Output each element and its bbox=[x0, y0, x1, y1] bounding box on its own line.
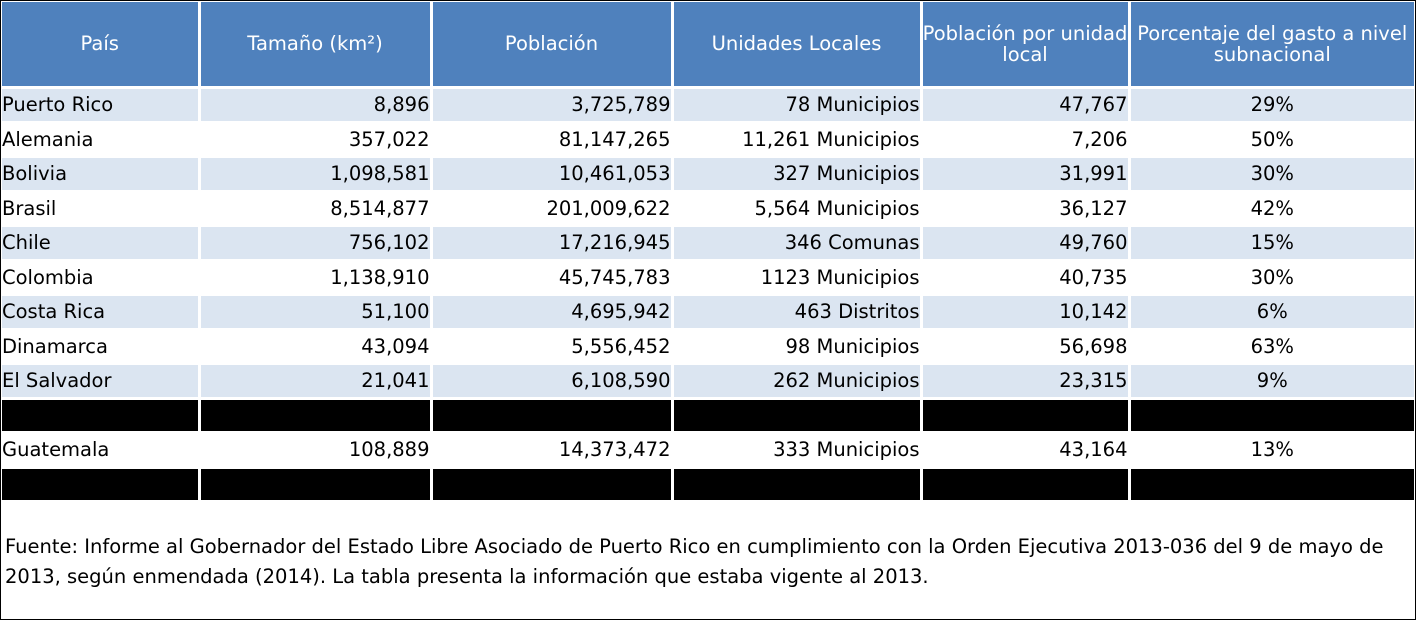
table-row: El Salvador 21,041 6,108,590 262 Municip… bbox=[2, 363, 1414, 400]
table-row: Colombia 1,138,910 45,745,783 1123 Munic… bbox=[2, 260, 1414, 296]
cell-local-units: 262 Municipios bbox=[670, 363, 921, 400]
cell-spending-percent: 63% bbox=[1127, 329, 1414, 365]
cell-population-per-unit: 56,698 bbox=[919, 329, 1129, 365]
cell-spending-percent: 9% bbox=[1127, 363, 1414, 400]
cell-local-units: 78 Municipios bbox=[670, 87, 921, 124]
cell-country: Brasil bbox=[2, 191, 199, 227]
cell-population: 3,725,789 bbox=[429, 87, 672, 124]
blacked-out-cell bbox=[429, 467, 672, 503]
cell-population: 14,373,472 bbox=[429, 432, 672, 469]
cell-population-per-unit: 7,206 bbox=[919, 122, 1129, 158]
cell-population-per-unit: 40,735 bbox=[919, 260, 1129, 296]
cell-spending-percent: 13% bbox=[1127, 432, 1414, 469]
cell-population: 4,695,942 bbox=[429, 294, 672, 331]
blacked-out-cell bbox=[429, 398, 672, 434]
cell-country: Bolivia bbox=[2, 156, 199, 193]
cell-local-units: 5,564 Municipios bbox=[670, 191, 921, 227]
cell-country: Chile bbox=[2, 225, 199, 262]
blacked-out-cell bbox=[919, 398, 1129, 434]
blacked-out-row bbox=[2, 467, 1414, 503]
column-header-size: Tamaño (km²) bbox=[197, 2, 431, 89]
cell-local-units: 1123 Municipios bbox=[670, 260, 921, 296]
cell-population-per-unit: 43,164 bbox=[919, 432, 1129, 469]
cell-local-units: 327 Municipios bbox=[670, 156, 921, 193]
cell-spending-percent: 42% bbox=[1127, 191, 1414, 227]
cell-spending-percent: 15% bbox=[1127, 225, 1414, 262]
cell-spending-percent: 29% bbox=[1127, 87, 1414, 124]
cell-population-per-unit: 47,767 bbox=[919, 87, 1129, 124]
blacked-out-cell bbox=[2, 467, 199, 503]
cell-population: 10,461,053 bbox=[429, 156, 672, 193]
table-row: Bolivia 1,098,581 10,461,053 327 Municip… bbox=[2, 156, 1414, 193]
source-note: Fuente: Informe al Gobernador del Estado… bbox=[5, 535, 1384, 588]
blacked-out-cell bbox=[1127, 467, 1414, 503]
cell-size: 43,094 bbox=[197, 329, 431, 365]
table-row: Costa Rica 51,100 4,695,942 463 Distrito… bbox=[2, 294, 1414, 331]
cell-local-units: 463 Distritos bbox=[670, 294, 921, 331]
cell-local-units: 346 Comunas bbox=[670, 225, 921, 262]
blacked-out-cell bbox=[919, 467, 1129, 503]
column-header-population: Población bbox=[429, 2, 672, 89]
blacked-out-row bbox=[2, 398, 1414, 434]
cell-population: 6,108,590 bbox=[429, 363, 672, 400]
data-table: País Tamaño (km²) Población Unidades Loc… bbox=[2, 2, 1414, 503]
blacked-out-cell bbox=[670, 398, 921, 434]
cell-country: Guatemala bbox=[2, 432, 199, 469]
blacked-out-cell bbox=[670, 467, 921, 503]
cell-country: Dinamarca bbox=[2, 329, 199, 365]
cell-size: 1,098,581 bbox=[197, 156, 431, 193]
blacked-out-cell bbox=[1127, 398, 1414, 434]
table-row: Puerto Rico 8,896 3,725,789 78 Municipio… bbox=[2, 87, 1414, 124]
column-header-local-units: Unidades Locales bbox=[670, 2, 921, 89]
cell-country: Alemania bbox=[2, 122, 199, 158]
cell-country: Costa Rica bbox=[2, 294, 199, 331]
cell-size: 8,514,877 bbox=[197, 191, 431, 227]
table-row: Brasil 8,514,877 201,009,622 5,564 Munic… bbox=[2, 191, 1414, 227]
cell-country: Colombia bbox=[2, 260, 199, 296]
table-row: Chile 756,102 17,216,945 346 Comunas 49,… bbox=[2, 225, 1414, 262]
cell-size: 357,022 bbox=[197, 122, 431, 158]
cell-spending-percent: 30% bbox=[1127, 260, 1414, 296]
cell-population: 201,009,622 bbox=[429, 191, 672, 227]
table-row: Alemania 357,022 81,147,265 11,261 Munic… bbox=[2, 122, 1414, 158]
cell-population: 81,147,265 bbox=[429, 122, 672, 158]
table-row: Dinamarca 43,094 5,556,452 98 Municipios… bbox=[2, 329, 1414, 365]
cell-local-units: 98 Municipios bbox=[670, 329, 921, 365]
column-header-subnational-spending: Porcentaje del gasto a nivel subnacional bbox=[1127, 2, 1414, 89]
blacked-out-cell bbox=[197, 467, 431, 503]
blacked-out-cell bbox=[2, 398, 199, 434]
cell-size: 21,041 bbox=[197, 363, 431, 400]
cell-size: 1,138,910 bbox=[197, 260, 431, 296]
table-header-row: País Tamaño (km²) Población Unidades Loc… bbox=[2, 2, 1414, 89]
cell-population-per-unit: 31,991 bbox=[919, 156, 1129, 193]
cell-size: 8,896 bbox=[197, 87, 431, 124]
cell-size: 51,100 bbox=[197, 294, 431, 331]
blacked-out-cell bbox=[197, 398, 431, 434]
cell-size: 756,102 bbox=[197, 225, 431, 262]
cell-spending-percent: 6% bbox=[1127, 294, 1414, 331]
cell-country: El Salvador bbox=[2, 363, 199, 400]
cell-local-units: 333 Municipios bbox=[670, 432, 921, 469]
table-row: Guatemala 108,889 14,373,472 333 Municip… bbox=[2, 432, 1414, 469]
cell-population-per-unit: 36,127 bbox=[919, 191, 1129, 227]
cell-local-units: 11,261 Municipios bbox=[670, 122, 921, 158]
cell-population-per-unit: 49,760 bbox=[919, 225, 1129, 262]
cell-country: Puerto Rico bbox=[2, 87, 199, 124]
cell-size: 108,889 bbox=[197, 432, 431, 469]
column-header-country: País bbox=[2, 2, 199, 89]
cell-population-per-unit: 10,142 bbox=[919, 294, 1129, 331]
cell-population: 45,745,783 bbox=[429, 260, 672, 296]
cell-population-per-unit: 23,315 bbox=[919, 363, 1129, 400]
cell-population: 17,216,945 bbox=[429, 225, 672, 262]
cell-spending-percent: 30% bbox=[1127, 156, 1414, 193]
cell-population: 5,556,452 bbox=[429, 329, 672, 365]
column-header-population-per-unit: Población por unidad local bbox=[919, 2, 1129, 89]
cell-spending-percent: 50% bbox=[1127, 122, 1414, 158]
